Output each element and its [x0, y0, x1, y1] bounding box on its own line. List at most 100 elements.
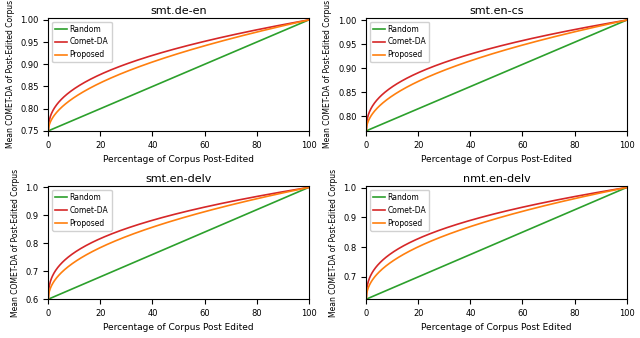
- Proposed: [576, 195, 584, 199]
- Comet-DA: [200, 40, 207, 44]
- Proposed: [616, 20, 624, 24]
- Y-axis label: Mean COMET-DA of Post-Edited Corpus: Mean COMET-DA of Post-Edited Corpus: [11, 169, 20, 317]
- Proposed: [170, 53, 177, 57]
- Line: Proposed: Proposed: [366, 188, 627, 299]
- Comet-DA: [576, 27, 584, 31]
- Proposed: [486, 218, 493, 222]
- Title: smt.de-en: smt.de-en: [150, 5, 207, 16]
- Line: Comet-DA: Comet-DA: [366, 188, 627, 299]
- Proposed: [623, 18, 630, 22]
- Comet-DA: [298, 187, 306, 191]
- Comet-DA: [503, 209, 511, 213]
- Proposed: [168, 219, 176, 223]
- Y-axis label: Mean COMET-DA of Post-Edited Corpus: Mean COMET-DA of Post-Edited Corpus: [6, 0, 15, 148]
- Comet-DA: [305, 186, 312, 190]
- Proposed: [362, 297, 370, 301]
- Comet-DA: [170, 47, 177, 51]
- Comet-DA: [362, 129, 370, 133]
- Line: Random: Random: [366, 188, 627, 299]
- Proposed: [305, 186, 312, 190]
- Random: [298, 21, 306, 25]
- Legend: Random, Comet-DA, Proposed: Random, Comet-DA, Proposed: [370, 190, 429, 231]
- Comet-DA: [486, 47, 493, 51]
- Title: nmt.en-delv: nmt.en-delv: [463, 174, 531, 184]
- Random: [576, 206, 584, 210]
- Comet-DA: [576, 194, 584, 198]
- Comet-DA: [168, 48, 176, 52]
- Random: [503, 69, 511, 73]
- Line: Proposed: Proposed: [366, 20, 627, 131]
- Proposed: [305, 18, 312, 22]
- Line: Comet-DA: Comet-DA: [49, 188, 308, 299]
- Random: [45, 129, 52, 133]
- X-axis label: Percentage of Corpus Post Edited: Percentage of Corpus Post Edited: [421, 323, 572, 333]
- Random: [168, 76, 176, 80]
- Comet-DA: [45, 297, 52, 301]
- Line: Random: Random: [366, 20, 627, 131]
- Random: [186, 69, 193, 73]
- Comet-DA: [616, 19, 624, 23]
- Proposed: [576, 29, 584, 33]
- Proposed: [623, 186, 630, 190]
- Comet-DA: [517, 39, 525, 43]
- Random: [488, 76, 495, 80]
- Line: Proposed: Proposed: [49, 188, 308, 299]
- Proposed: [488, 52, 495, 56]
- Line: Comet-DA: Comet-DA: [366, 20, 627, 131]
- Random: [488, 243, 495, 247]
- Random: [517, 63, 525, 67]
- Random: [200, 63, 207, 67]
- Comet-DA: [186, 43, 193, 47]
- Random: [486, 244, 493, 248]
- Line: Random: Random: [49, 20, 308, 131]
- Proposed: [503, 214, 511, 218]
- Random: [616, 188, 624, 192]
- Comet-DA: [616, 187, 624, 191]
- Proposed: [488, 218, 495, 222]
- Random: [362, 129, 370, 133]
- Random: [45, 297, 52, 301]
- Random: [200, 231, 207, 235]
- Random: [623, 18, 630, 22]
- Proposed: [517, 210, 525, 214]
- Random: [362, 297, 370, 301]
- Proposed: [45, 129, 52, 133]
- Comet-DA: [200, 206, 207, 210]
- Random: [623, 186, 630, 190]
- Proposed: [298, 19, 306, 23]
- Random: [486, 76, 493, 80]
- Legend: Random, Comet-DA, Proposed: Random, Comet-DA, Proposed: [370, 22, 429, 62]
- Comet-DA: [258, 194, 266, 198]
- Proposed: [168, 53, 176, 57]
- Proposed: [258, 29, 266, 33]
- Comet-DA: [517, 206, 525, 210]
- Random: [298, 188, 306, 192]
- Random: [517, 231, 525, 235]
- Legend: Random, Comet-DA, Proposed: Random, Comet-DA, Proposed: [52, 190, 111, 231]
- Comet-DA: [168, 213, 176, 217]
- Proposed: [517, 43, 525, 47]
- Title: smt.en-cs: smt.en-cs: [469, 5, 524, 16]
- Random: [170, 243, 177, 247]
- Random: [616, 21, 624, 25]
- Comet-DA: [623, 186, 630, 190]
- Comet-DA: [362, 297, 370, 301]
- Comet-DA: [45, 129, 52, 133]
- Y-axis label: Mean COMET-DA of Post-Edited Corpus: Mean COMET-DA of Post-Edited Corpus: [323, 0, 332, 148]
- X-axis label: Percentage of Corpus Post Edited: Percentage of Corpus Post Edited: [103, 323, 254, 333]
- Proposed: [616, 187, 624, 191]
- Proposed: [186, 48, 193, 52]
- Random: [186, 237, 193, 241]
- Random: [168, 244, 176, 248]
- Comet-DA: [258, 27, 266, 31]
- Legend: Random, Comet-DA, Proposed: Random, Comet-DA, Proposed: [52, 22, 111, 62]
- Proposed: [362, 129, 370, 133]
- Proposed: [200, 210, 207, 214]
- Comet-DA: [186, 209, 193, 213]
- Title: smt.en-delv: smt.en-delv: [145, 174, 212, 184]
- Proposed: [258, 196, 266, 200]
- Proposed: [186, 214, 193, 218]
- Random: [503, 237, 511, 241]
- Comet-DA: [503, 42, 511, 46]
- Comet-DA: [486, 213, 493, 217]
